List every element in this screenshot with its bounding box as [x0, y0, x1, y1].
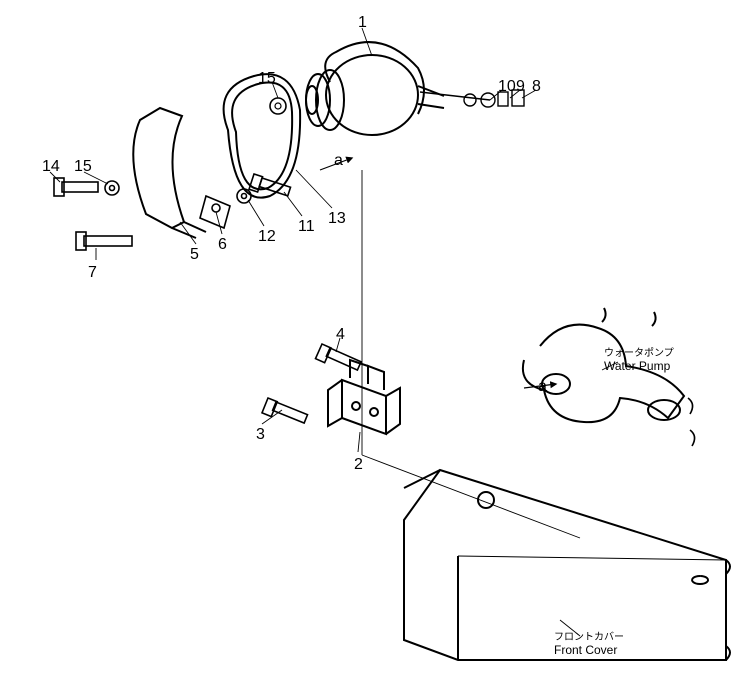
callout-5: 5	[190, 246, 199, 264]
callout-2: 2	[354, 456, 363, 474]
label-front-cover: フロントカバー Front Cover	[554, 632, 624, 657]
callout-15b: 15	[74, 158, 92, 176]
label-water-pump: ウォータポンプ Water Pump	[604, 348, 674, 373]
callout-3: 3	[256, 426, 265, 444]
callout-8: 8	[532, 78, 541, 96]
label-front-cover-en: Front Cover	[554, 643, 617, 657]
diagram-stage: 1 15 10 9 8 14 15 13 11 12 6 5 7 4 3 2 a…	[0, 0, 744, 687]
axis-letter-a-upper: a	[334, 152, 343, 170]
axis-letter-a-lower: a	[538, 378, 547, 396]
diagram-svg	[0, 0, 744, 687]
callout-13: 13	[328, 210, 346, 228]
callout-15: 15	[258, 70, 276, 88]
callout-14: 14	[42, 158, 60, 176]
callout-9: 9	[516, 78, 525, 96]
callout-4: 4	[336, 326, 345, 344]
callout-7: 7	[88, 264, 97, 282]
callout-12: 12	[258, 228, 276, 246]
label-water-pump-en: Water Pump	[604, 359, 670, 373]
callout-6: 6	[218, 236, 227, 254]
callout-10: 10	[498, 78, 516, 96]
callout-1: 1	[358, 14, 367, 32]
callout-11: 11	[298, 218, 315, 236]
